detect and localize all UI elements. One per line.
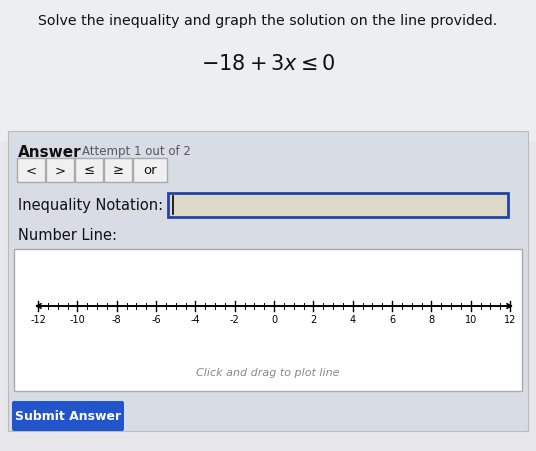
FancyBboxPatch shape bbox=[104, 159, 132, 183]
Text: >: > bbox=[55, 164, 65, 177]
Text: ≥: ≥ bbox=[113, 164, 124, 177]
FancyBboxPatch shape bbox=[75, 159, 103, 183]
FancyBboxPatch shape bbox=[46, 159, 74, 183]
FancyBboxPatch shape bbox=[8, 132, 528, 431]
Text: Submit Answer: Submit Answer bbox=[15, 410, 121, 423]
FancyBboxPatch shape bbox=[133, 159, 167, 183]
Text: Attempt 1 out of 2: Attempt 1 out of 2 bbox=[82, 145, 191, 158]
Text: <: < bbox=[25, 164, 36, 177]
Text: Number Line:: Number Line: bbox=[18, 227, 117, 243]
Text: Answer: Answer bbox=[18, 145, 81, 160]
Text: 2: 2 bbox=[310, 314, 316, 324]
Text: -12: -12 bbox=[30, 314, 46, 324]
FancyBboxPatch shape bbox=[12, 401, 124, 431]
Text: 4: 4 bbox=[349, 314, 356, 324]
Text: 6: 6 bbox=[389, 314, 395, 324]
Text: ≤: ≤ bbox=[84, 164, 94, 177]
Text: 12: 12 bbox=[504, 314, 516, 324]
Text: -10: -10 bbox=[70, 314, 85, 324]
Text: 10: 10 bbox=[465, 314, 477, 324]
FancyBboxPatch shape bbox=[17, 159, 45, 183]
Text: -8: -8 bbox=[112, 314, 122, 324]
FancyBboxPatch shape bbox=[14, 249, 522, 391]
FancyBboxPatch shape bbox=[0, 0, 536, 142]
Text: -2: -2 bbox=[230, 314, 240, 324]
Text: Click and drag to plot line: Click and drag to plot line bbox=[196, 367, 340, 377]
Text: 0: 0 bbox=[271, 314, 277, 324]
Text: $-18+3x\leq 0$: $-18+3x\leq 0$ bbox=[200, 54, 336, 74]
Text: -6: -6 bbox=[151, 314, 161, 324]
Text: Solve the inequality and graph the solution on the line provided.: Solve the inequality and graph the solut… bbox=[39, 14, 497, 28]
FancyBboxPatch shape bbox=[168, 193, 508, 217]
Text: -4: -4 bbox=[190, 314, 200, 324]
Text: 8: 8 bbox=[428, 314, 434, 324]
Text: Inequality Notation:: Inequality Notation: bbox=[18, 198, 163, 212]
Text: or: or bbox=[143, 164, 157, 177]
